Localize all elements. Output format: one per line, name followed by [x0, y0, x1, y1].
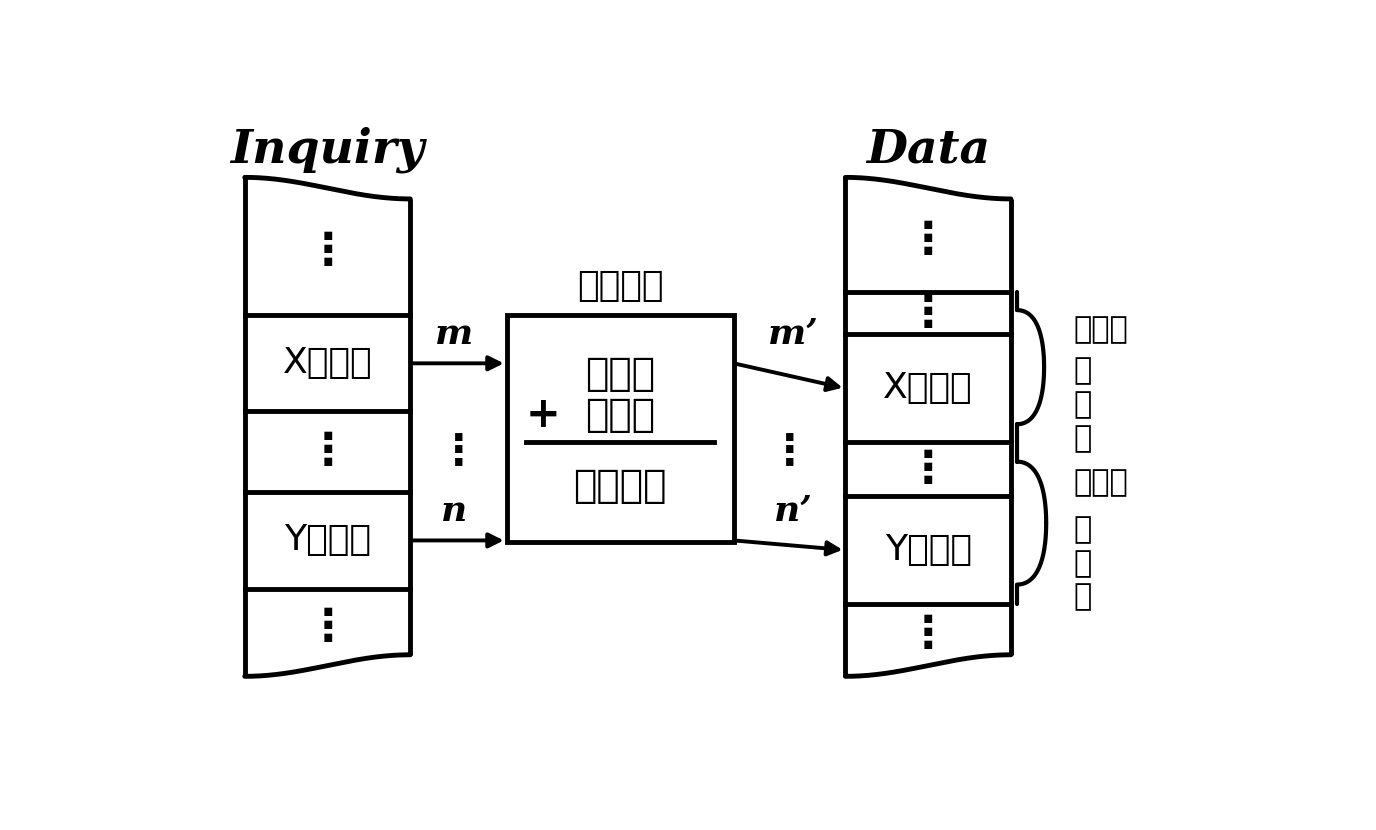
Text: 偏
移
量: 偏 移 量 [1073, 357, 1091, 453]
Text: ⋮: ⋮ [438, 431, 479, 473]
Text: Y查询值: Y查询值 [283, 524, 372, 558]
Text: Data: Data [866, 127, 991, 173]
Bar [506, 315, 733, 542]
Text: Y参数值: Y参数值 [885, 533, 971, 567]
Text: 物理地址: 物理地址 [574, 466, 667, 505]
Text: 基地址: 基地址 [585, 355, 655, 393]
Text: ⋮: ⋮ [305, 431, 350, 473]
Text: ⋮: ⋮ [305, 230, 350, 273]
Text: 基地址: 基地址 [1073, 468, 1128, 497]
Text: ⋮: ⋮ [769, 431, 810, 473]
Text: 偏
移
量: 偏 移 量 [1073, 515, 1091, 612]
Text: ⋮: ⋮ [905, 218, 951, 261]
Text: 译码电路: 译码电路 [577, 269, 663, 303]
Text: Inquiry: Inquiry [230, 126, 425, 173]
Text: X查询值: X查询值 [282, 346, 373, 380]
Text: ⋮: ⋮ [905, 447, 951, 491]
Text: n’: n’ [773, 494, 813, 528]
Text: m: m [435, 317, 473, 351]
Text: ⋮: ⋮ [905, 613, 951, 657]
Text: 基地址: 基地址 [1073, 315, 1128, 344]
Text: ⋮: ⋮ [905, 292, 951, 334]
Text: m’: m’ [768, 317, 819, 351]
Text: X参数值: X参数值 [883, 371, 973, 405]
Polygon shape [245, 178, 410, 676]
Text: n: n [442, 494, 468, 528]
Text: ⋮: ⋮ [305, 606, 350, 648]
Text: 偏移量: 偏移量 [585, 396, 655, 434]
Polygon shape [845, 178, 1011, 676]
Text: +: + [526, 394, 561, 436]
